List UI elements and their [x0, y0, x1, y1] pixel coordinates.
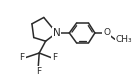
Text: O: O: [103, 28, 110, 37]
Text: F: F: [52, 53, 57, 62]
Text: F: F: [20, 53, 25, 62]
Text: F: F: [36, 67, 41, 76]
Text: N: N: [53, 28, 60, 38]
Text: CH₃: CH₃: [116, 35, 132, 44]
